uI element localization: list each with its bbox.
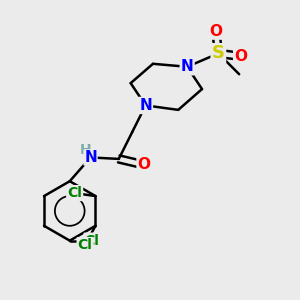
Text: N: N	[84, 150, 97, 165]
Text: Cl: Cl	[78, 238, 92, 252]
Text: Cl: Cl	[85, 234, 100, 248]
Text: S: S	[212, 44, 225, 62]
Text: O: O	[234, 49, 247, 64]
Text: N: N	[139, 98, 152, 113]
Text: O: O	[138, 158, 151, 172]
Text: Cl: Cl	[67, 186, 82, 200]
Text: H: H	[80, 143, 91, 157]
Text: O: O	[209, 24, 223, 39]
Text: N: N	[181, 59, 194, 74]
